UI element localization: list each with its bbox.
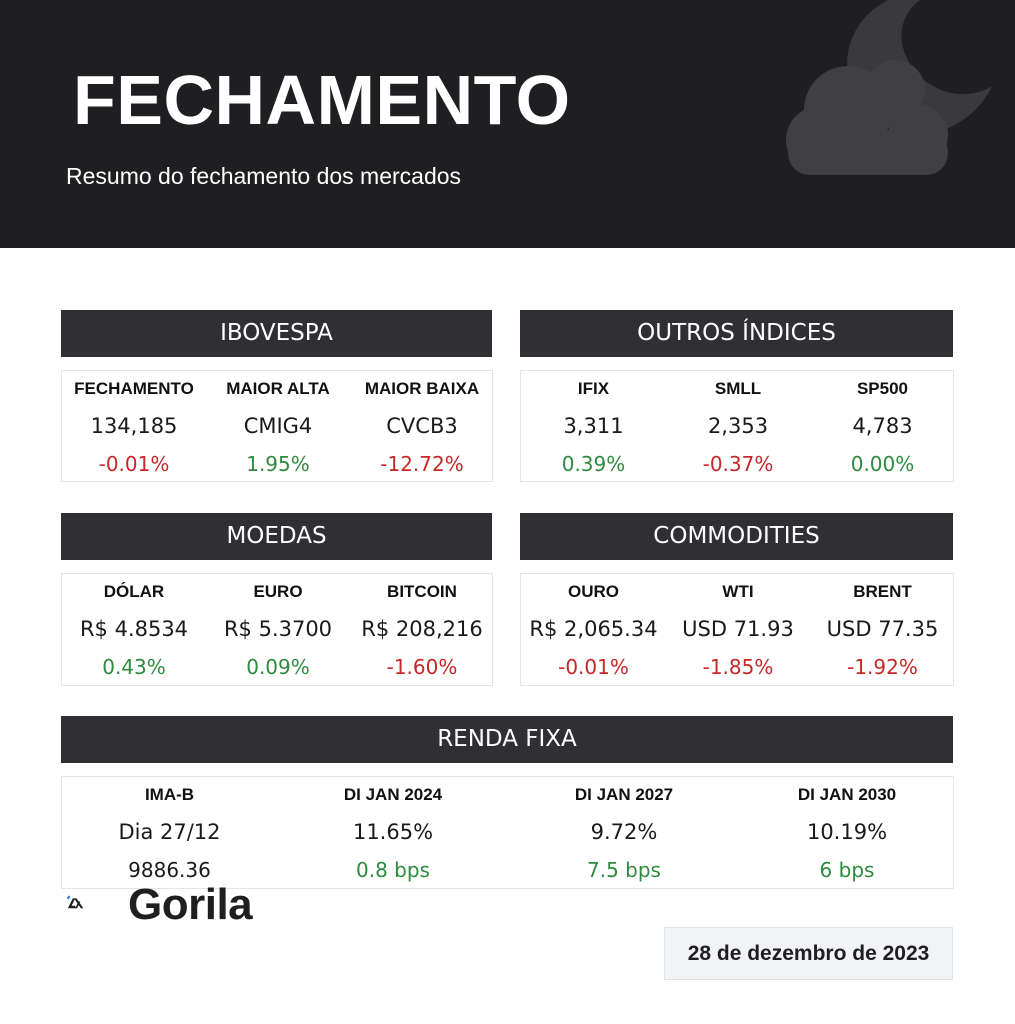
brand-name: Gorila [128, 880, 253, 929]
section-header-ibovespa: IBOVESPA [61, 310, 492, 357]
stat-label: OURO [568, 582, 619, 601]
stat-change: -1.60% [386, 655, 458, 679]
stat-value: 134,185 [90, 414, 178, 438]
stat-change: -0.01% [558, 655, 629, 679]
stat-value: USD 77.35 [826, 617, 939, 641]
stat-change: 7.5 bps [587, 858, 661, 882]
stat-change: -0.37% [702, 452, 774, 476]
stat-change: 0.00% [850, 452, 915, 476]
section-header-moedas: MOEDAS [61, 513, 492, 560]
stat-label: DÓLAR [103, 582, 165, 601]
stat-label: DI JAN 2024 [343, 785, 443, 804]
stat-value: CVCB3 [386, 414, 458, 438]
stat-label: IFIX [577, 379, 610, 398]
stat-value: 4,783 [852, 414, 913, 438]
stat-change: 0.09% [246, 655, 310, 679]
stat-change: 0.39% [561, 452, 626, 476]
header-banner: FECHAMENTO Resumo do fechamento dos merc… [0, 0, 1015, 248]
card-ibovespa: FECHAMENTO 134,185 -0.01% MAIOR ALTA CMI… [61, 370, 493, 482]
section-header-renda-fixa: RENDA FIXA [61, 716, 953, 763]
stat-value: 2,353 [707, 414, 769, 438]
stat-value: 11.65% [352, 820, 434, 844]
stat-label: DI JAN 2027 [574, 785, 674, 804]
stat-change: 9886.36 [128, 858, 211, 882]
stat-change: 6 bps [819, 858, 875, 882]
stat-label: EURO [253, 582, 303, 601]
gorila-logo-icon [66, 895, 84, 909]
stat-label: FECHAMENTO [74, 379, 194, 398]
stat-label: BITCOIN [387, 582, 457, 601]
stat-value: USD 71.93 [682, 617, 794, 641]
stat-label: DI JAN 2030 [797, 785, 897, 804]
card-moedas: DÓLAR R$ 4.8534 0.43% EURO R$ 5.3700 0.0… [61, 573, 493, 686]
stat-value: R$ 4.8534 [79, 617, 189, 641]
page-title: FECHAMENTO [73, 61, 571, 139]
stat-label: MAIOR ALTA [226, 379, 330, 398]
stat-label: BRENT [853, 582, 912, 601]
stat-label: SP500 [856, 379, 909, 398]
section-header-outros-indices: OUTROS ÍNDICES [520, 310, 953, 357]
stat-value: R$ 5.3700 [223, 617, 333, 641]
section-header-commodities: COMMODITIES [520, 513, 953, 560]
stat-label: IMA-B [144, 785, 195, 804]
cloud-moon-icon [786, 0, 992, 175]
stat-value: CMIG4 [243, 414, 313, 438]
stat-value: 10.19% [806, 820, 888, 844]
stat-value: 3,311 [563, 414, 624, 438]
stat-value: R$ 208,216 [361, 617, 483, 641]
card-outros-indices: IFIX 3,311 0.39% SMLL 2,353 -0.37% SP500… [520, 370, 954, 482]
stat-value: Dia 27/12 [118, 820, 221, 844]
page-subtitle: Resumo do fechamento dos mercados [66, 163, 462, 189]
stat-change: 1.95% [246, 452, 310, 476]
card-renda-fixa: IMA-B Dia 27/12 9886.36 DI JAN 2024 11.6… [61, 776, 954, 889]
stat-change: -1.92% [847, 655, 918, 679]
stat-change: -0.01% [98, 452, 170, 476]
stat-change: 0.8 bps [356, 858, 430, 882]
stat-value: 9.72% [590, 820, 658, 844]
stat-label: SMLL [714, 379, 762, 398]
card-commodities: OURO R$ 2,065.34 -0.01% WTI USD 71.93 -1… [520, 573, 954, 686]
stat-label: MAIOR BAIXA [364, 379, 480, 398]
date-badge: 28 de dezembro de 2023 [664, 927, 953, 980]
stat-change: -1.85% [702, 655, 774, 679]
stat-label: WTI [722, 582, 754, 601]
stat-change: -12.72% [380, 452, 464, 476]
stat-value: R$ 2,065.34 [529, 617, 658, 641]
stat-change: 0.43% [102, 655, 166, 679]
